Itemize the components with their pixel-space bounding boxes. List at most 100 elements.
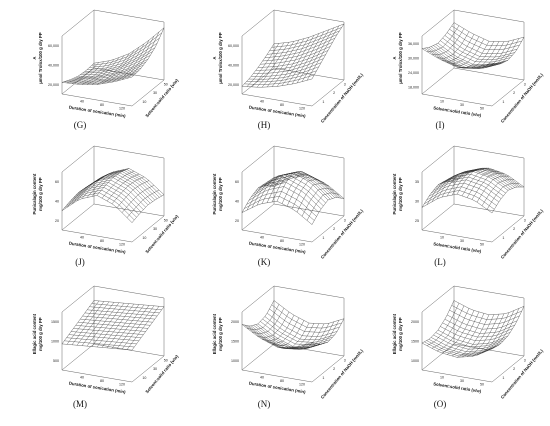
y-tick-label: 30	[153, 91, 157, 95]
surface-panel-9: 10 30 50 1 2 3 1000 1500 2000 Solvent:solid ratio…	[392, 285, 544, 409]
surface-panel-8: 40 80 120 1 2 3 1000 1500 2000 Duration of sonica…	[212, 285, 364, 409]
y-tick-label: 3	[524, 218, 526, 222]
z-tick-label: 24,000	[408, 71, 419, 75]
y-tick-label: 3	[344, 358, 346, 362]
z-axis-label: Ellagic acid content	[32, 313, 37, 354]
panel-letter: (I)	[436, 120, 445, 130]
x-tick-label: 40	[80, 99, 84, 103]
y-tick-label: 50	[164, 358, 168, 362]
x-axis-label: Solvent:solid ratio (v/w)	[433, 105, 482, 118]
z-axis-label: mg/100 g dry PP	[398, 317, 403, 351]
y-tick-label: 10	[142, 236, 146, 240]
z-axis-label: mg/100 g dry PP	[38, 317, 43, 351]
z-axis-label: μmol Trolox/100 g dry PP	[218, 32, 223, 83]
surface-mesh	[421, 300, 525, 358]
surface-mesh	[61, 300, 165, 351]
x-tick-label: 30	[460, 103, 464, 107]
surface-panel-1: 40 80 120 10 30 50 20,000 40,000 60,000 Duration …	[32, 9, 180, 130]
z-axis-label: mg/100 g dry PP	[218, 317, 223, 351]
x-tick-label: 80	[100, 103, 104, 107]
y-tick-label: 2	[513, 367, 515, 371]
z-axis-label: mg/100 g dry PP	[398, 177, 403, 211]
x-tick-label: 30	[460, 239, 464, 243]
x-tick-label: 120	[299, 382, 305, 386]
z-tick-label: 20,000	[48, 83, 59, 87]
surface-mesh	[421, 167, 525, 214]
y-tick-label: 1	[322, 236, 324, 240]
z-tick-label: 1500	[411, 340, 419, 344]
axis-box	[241, 145, 345, 243]
z-axis-label: μmol Trolox/100 g dry PP	[38, 32, 43, 83]
x-tick-label: 80	[100, 379, 104, 383]
y-tick-label: 3	[344, 218, 346, 222]
axis-box	[241, 9, 345, 107]
y-tick-label: 1	[502, 100, 504, 104]
z-tick-label: 1000	[51, 340, 59, 344]
x-tick-label: 80	[280, 379, 284, 383]
z-tick-label: 1000	[231, 359, 239, 363]
x-axis-label: Duration of sonication (min)	[69, 381, 127, 395]
z-axis-label: A	[392, 57, 397, 60]
x-tick-label: 120	[119, 242, 125, 246]
z-tick-label: 2000	[411, 320, 419, 324]
y-tick-label: 2	[333, 227, 335, 231]
x-tick-label: 10	[440, 375, 444, 379]
y-tick-label: 1	[322, 376, 324, 380]
z-axis-label: Ellagic acid content	[392, 313, 397, 354]
surface-panel-3: 10 30 50 1 2 3 18,000 24,000 30,000 36,000 Solvent…	[392, 9, 544, 130]
z-tick-label: 60	[235, 180, 239, 184]
y-tick-label: 3	[344, 82, 346, 86]
y-tick-label: 2	[333, 367, 335, 371]
x-tick-label: 50	[480, 382, 484, 386]
x-axis-label: Solvent:solid ratio (v/w)	[433, 381, 482, 394]
z-axis-label: Ellagic acid content	[212, 313, 217, 354]
z-tick-label: 60,000	[48, 44, 59, 48]
x-tick-label: 80	[280, 239, 284, 243]
z-tick-label: 30	[415, 200, 419, 204]
axis-box	[61, 145, 165, 243]
x-axis-label: Duration of sonication (min)	[249, 241, 307, 255]
y-tick-label: 50	[164, 218, 168, 222]
x-axis-label: Duration of sonication (min)	[249, 381, 307, 395]
x-tick-label: 120	[299, 106, 305, 110]
panel-letter: (L)	[434, 257, 446, 267]
x-tick-label: 120	[119, 382, 125, 386]
z-tick-label: 20	[55, 219, 59, 223]
z-tick-label: 1000	[411, 359, 419, 363]
surface-panel-4: 40 80 120 10 30 50 20 40 60 Duration of sonicatio…	[32, 145, 180, 267]
y-tick-label: 30	[153, 227, 157, 231]
y-axis-label: Solvent:solid ratio (v/w)	[144, 353, 179, 394]
surface-mesh	[61, 168, 165, 223]
x-tick-label: 40	[80, 235, 84, 239]
z-tick-label: 18,000	[408, 85, 419, 89]
surface-panel-7: 40 80 120 10 30 50 500 1000 1500 Duration of soni…	[32, 285, 180, 409]
y-tick-label: 1	[322, 100, 324, 104]
y-tick-label: 50	[164, 82, 168, 86]
z-tick-label: 60,000	[228, 44, 239, 48]
z-tick-label: 40,000	[228, 64, 239, 68]
x-tick-label: 120	[119, 106, 125, 110]
panel-letter: (G)	[74, 120, 87, 130]
axis-box	[61, 9, 165, 107]
y-tick-label: 10	[142, 100, 146, 104]
surface-panel-5: 40 80 120 1 2 3 20 40 60 Duration of sonication (…	[212, 145, 364, 267]
z-tick-label: 2000	[231, 320, 239, 324]
axis-box	[241, 285, 345, 383]
x-tick-label: 120	[299, 242, 305, 246]
surface-mesh	[241, 23, 345, 88]
z-tick-label: 500	[53, 359, 59, 363]
y-tick-label: 1	[502, 236, 504, 240]
z-tick-label: 60	[55, 180, 59, 184]
y-tick-label: 3	[524, 358, 526, 362]
x-tick-label: 10	[440, 235, 444, 239]
surface-mesh	[61, 27, 165, 85]
surface-panel-6: 10 30 50 1 2 3 25 30 35 Solvent:solid ratio (v/w)…	[392, 145, 544, 267]
z-tick-label: 25	[415, 219, 419, 223]
x-tick-label: 40	[260, 99, 264, 103]
surface-mesh	[241, 171, 345, 225]
panel-letter: (J)	[75, 257, 85, 267]
panel-letter: (H)	[258, 120, 271, 130]
y-axis-label: Solvent:solid ratio (v/w)	[144, 77, 179, 118]
y-tick-label: 1	[502, 376, 504, 380]
x-tick-label: 40	[260, 375, 264, 379]
